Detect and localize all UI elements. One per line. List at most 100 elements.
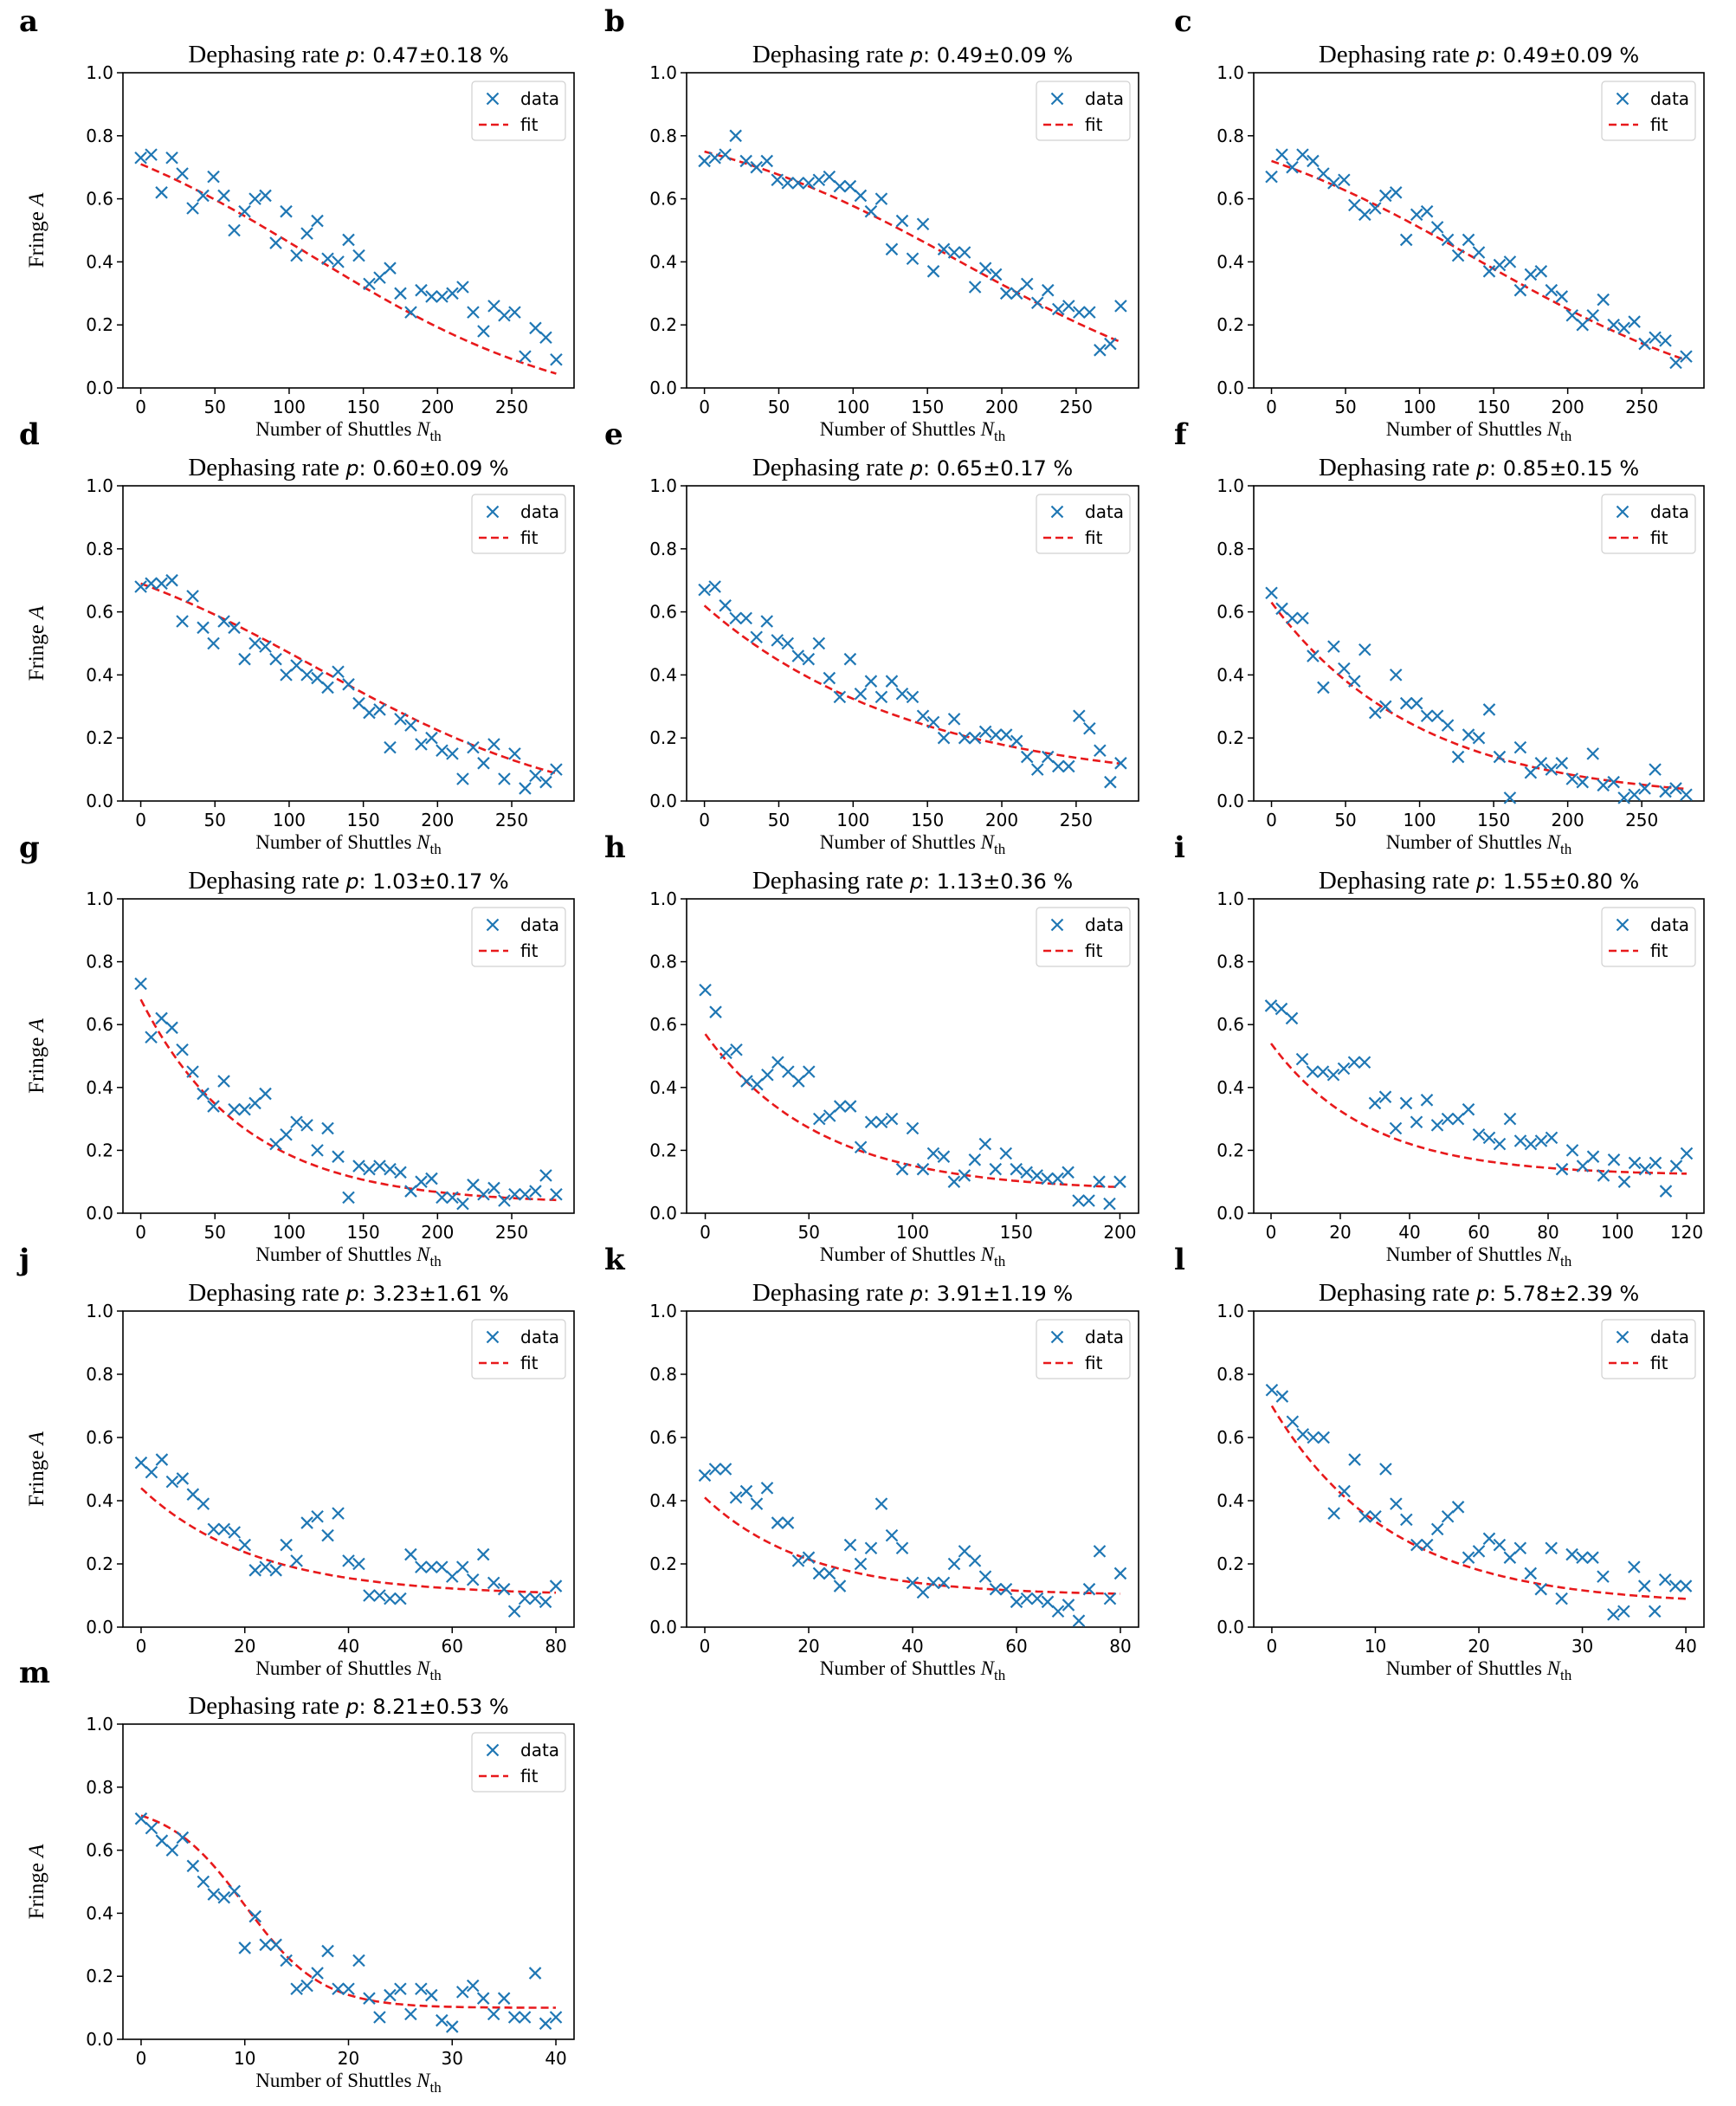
- data-point: [1265, 1383, 1279, 1397]
- data-point: [1399, 696, 1413, 710]
- legend-data-label: data: [520, 1740, 559, 1760]
- data-point: [467, 1179, 480, 1192]
- axes-frame: [1253, 485, 1705, 802]
- data-point: [217, 189, 230, 203]
- data-point: [1638, 337, 1651, 351]
- y-tick-label: 0.0: [649, 791, 677, 811]
- y-tick-label: 0.0: [649, 1203, 677, 1224]
- y-tick-label: 1.0: [649, 475, 677, 496]
- x-label-subscript: th: [1560, 1253, 1572, 1269]
- data-point: [363, 1992, 376, 2005]
- panel-title: Dephasing rate p: 5.78±2.39 %: [1319, 1279, 1639, 1307]
- data-point: [248, 192, 261, 205]
- y-tick-label: 0.8: [86, 1364, 113, 1385]
- legend: data fit: [471, 1319, 566, 1379]
- x-tick-label: 50: [1334, 397, 1356, 417]
- data-point: [916, 709, 930, 722]
- legend-data-marker: [486, 918, 500, 932]
- data-point: [300, 227, 313, 240]
- legend: data fit: [1036, 81, 1131, 141]
- data-point: [176, 615, 189, 628]
- panel-letter: m: [19, 1656, 50, 1690]
- x-tick-label: 50: [768, 810, 790, 830]
- data-point: [1430, 1119, 1444, 1132]
- data-point: [760, 1482, 774, 1495]
- title-symbol: p: [909, 869, 923, 894]
- data-point: [1338, 662, 1351, 675]
- x-label-text: Number of Shuttles: [255, 418, 416, 440]
- data-point: [1472, 246, 1486, 259]
- title-lead: Dephasing rate: [188, 41, 345, 68]
- y-tick-label: 0.0: [1216, 1617, 1244, 1638]
- panel-title: Dephasing rate p: 3.91±1.19 %: [752, 1279, 1073, 1307]
- data-point: [321, 1944, 334, 1958]
- data-point: [384, 740, 397, 754]
- title-value: : 0.85±0.15 %: [1489, 456, 1639, 481]
- data-point: [719, 1463, 732, 1476]
- legend-data-label: data: [1650, 501, 1689, 522]
- data-point: [186, 1065, 199, 1078]
- data-point: [823, 1109, 836, 1122]
- x-tick-label: 50: [204, 397, 226, 417]
- data-point: [843, 1538, 857, 1552]
- legend: data fit: [471, 81, 566, 141]
- data-point: [823, 1567, 836, 1580]
- data-point: [937, 1150, 951, 1163]
- legend-data-marker: [1050, 505, 1064, 519]
- data-point: [280, 669, 293, 682]
- panel-title: Dephasing rate p: 0.60±0.09 %: [188, 454, 508, 481]
- data-point: [1307, 1431, 1320, 1444]
- data-point: [906, 1576, 920, 1590]
- data-point: [1638, 782, 1651, 795]
- data-point: [1513, 283, 1527, 297]
- panel-h: h Dephasing rate p: 1.13±0.36 % 0.0 0.2 0.4 0…: [604, 830, 1139, 1269]
- data-point: [947, 713, 961, 726]
- data-point: [698, 583, 711, 597]
- data-point: [300, 1979, 313, 1993]
- data-point: [895, 1162, 909, 1176]
- data-point: [699, 983, 712, 997]
- y-tick-label: 0.2: [86, 314, 113, 335]
- data-point: [1576, 1160, 1590, 1173]
- title-lead: Dephasing rate: [752, 1279, 910, 1307]
- x-tick-label: 200: [421, 810, 454, 830]
- x-tick-label: 200: [985, 810, 1018, 830]
- data-point: [1041, 283, 1055, 297]
- y-tick-label: 1.0: [86, 1714, 113, 1735]
- fit-curve: [139, 998, 557, 1202]
- data-point: [394, 287, 407, 300]
- legend-data-marker: [486, 1743, 500, 1757]
- data-point: [425, 290, 438, 303]
- data-point: [1659, 334, 1672, 347]
- legend-fit-label: fit: [520, 940, 539, 961]
- data-point: [1555, 757, 1569, 770]
- data-point: [1073, 306, 1086, 319]
- data-point: [874, 192, 888, 205]
- data-point: [363, 1162, 376, 1176]
- data-point: [729, 1491, 743, 1504]
- data-point: [1493, 1137, 1507, 1151]
- data-point: [1114, 757, 1127, 770]
- data-point: [415, 283, 428, 297]
- axes-frame: [1253, 72, 1705, 389]
- data-point: [145, 1030, 158, 1043]
- y-label-symbol: A: [25, 192, 48, 208]
- data-point: [155, 577, 168, 591]
- x-label-text: Number of Shuttles: [1386, 1657, 1547, 1679]
- data-point: [476, 1547, 490, 1561]
- data-point: [1072, 1194, 1085, 1207]
- data-point: [1338, 1484, 1351, 1498]
- data-point: [1482, 703, 1496, 716]
- data-point: [207, 1888, 221, 1901]
- x-axis-label: Number of Shuttles Nth: [820, 418, 1006, 444]
- legend: data fit: [471, 494, 566, 554]
- x-tick-label: 250: [1060, 397, 1093, 417]
- legend-data-label: data: [1085, 1327, 1124, 1347]
- data-point: [1669, 1160, 1683, 1173]
- data-point: [373, 2011, 386, 2024]
- x-label-symbol: N: [416, 1657, 431, 1679]
- data-point: [1389, 186, 1403, 199]
- panel-title: Dephasing rate p: 3.23±1.61 %: [188, 1279, 508, 1307]
- data-point: [1307, 649, 1320, 662]
- y-tick-label: 0.8: [1216, 539, 1244, 559]
